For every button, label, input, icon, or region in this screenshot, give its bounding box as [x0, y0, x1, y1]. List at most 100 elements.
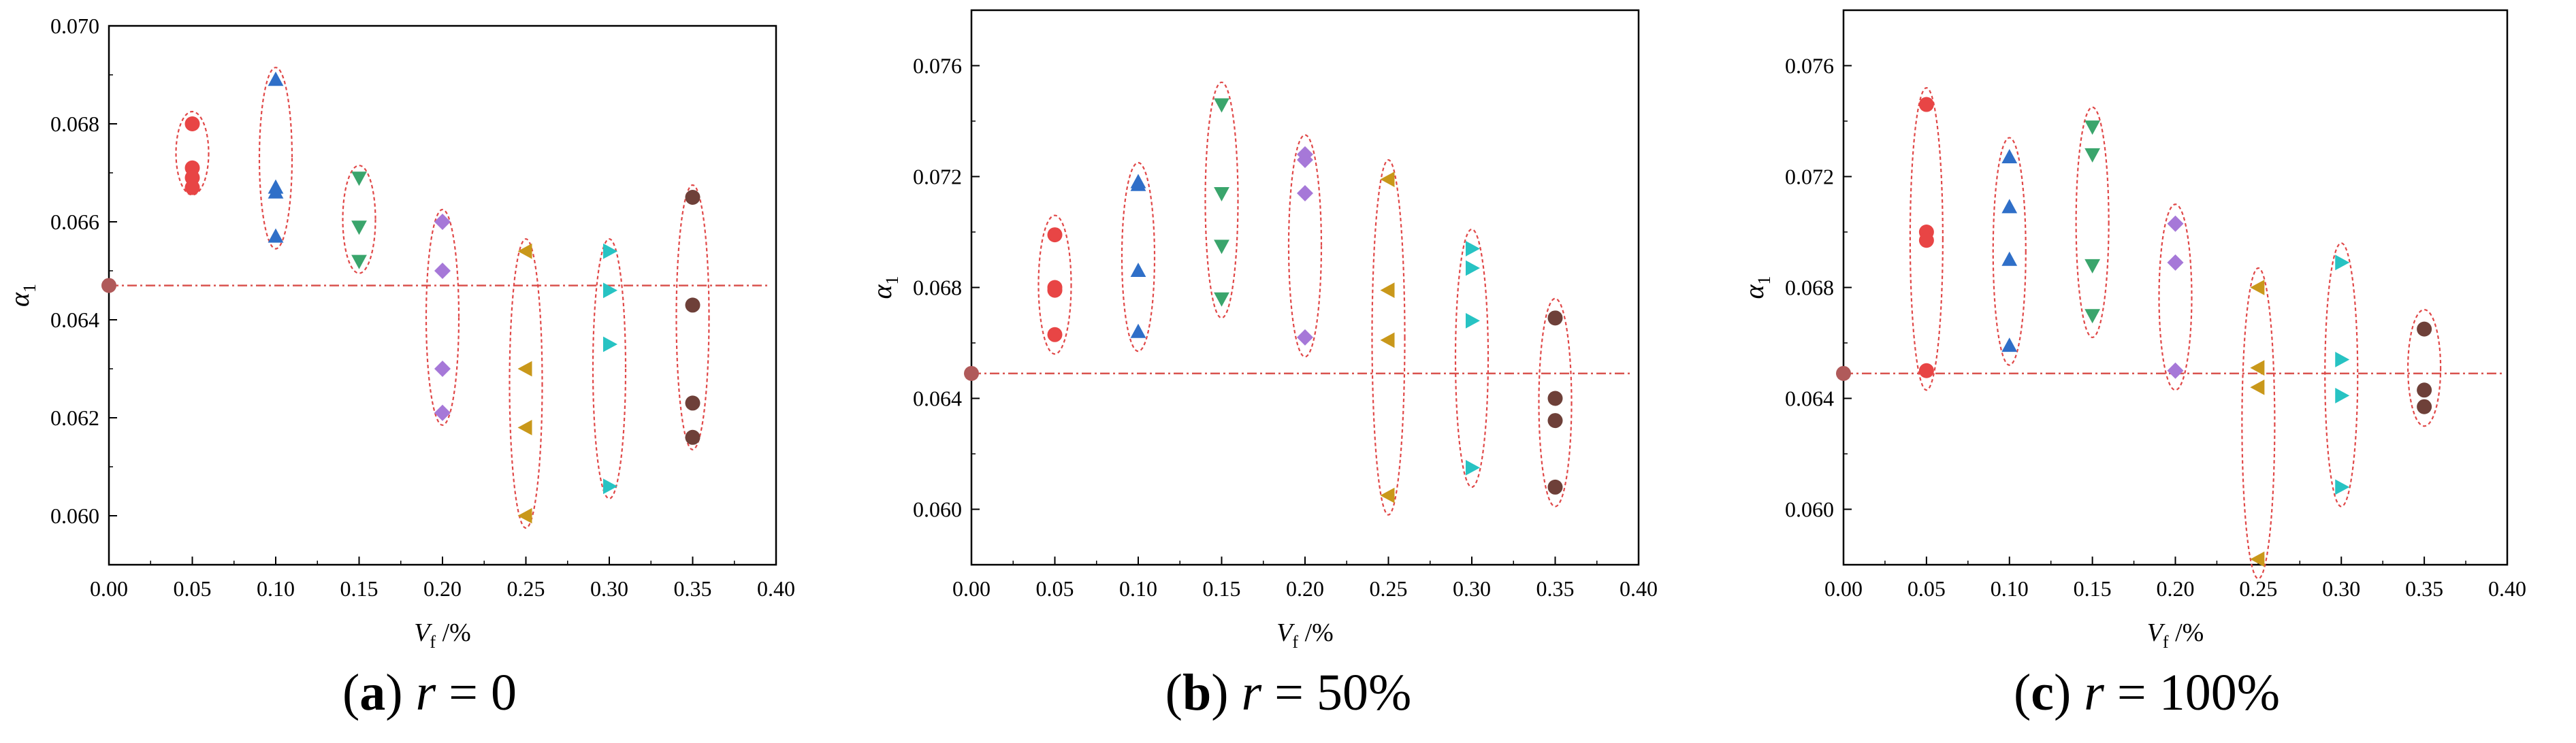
data-point	[434, 361, 451, 377]
data-point	[1297, 152, 1313, 169]
data-point	[434, 214, 451, 230]
data-point	[2167, 254, 2184, 271]
data-point	[603, 243, 617, 259]
data-point	[1214, 292, 1229, 307]
plot-frame	[108, 24, 777, 566]
group-ellipse	[2241, 267, 2276, 580]
x-tick-label: 0.10	[1119, 576, 1157, 601]
data-point	[2084, 259, 2101, 274]
y-tick-label: 0.072	[913, 165, 962, 189]
group-ellipse	[2075, 106, 2110, 338]
data-point	[2001, 251, 2018, 266]
data-point	[2417, 321, 2432, 337]
data-point	[2417, 399, 2432, 414]
data-point	[2001, 199, 2018, 214]
caption-c-label: c	[2031, 664, 2054, 721]
data-point	[2167, 362, 2184, 379]
group-ellipse	[675, 184, 710, 450]
data-point	[2335, 352, 2350, 367]
data-point	[603, 336, 617, 352]
x-tick-label: 0.25	[507, 576, 545, 601]
group-ellipse	[1037, 214, 1072, 355]
y-axis-label-sub: 1	[1754, 276, 1774, 285]
data-point	[603, 478, 617, 495]
data-point	[1466, 313, 1480, 329]
data-point	[184, 116, 200, 131]
x-tick-label: 0.30	[2322, 576, 2360, 601]
data-point	[2250, 551, 2265, 567]
y-tick-label: 0.066	[50, 210, 99, 234]
x-axis-label-main: V	[1276, 618, 1295, 647]
data-point	[1214, 98, 1229, 113]
group-ellipse	[175, 110, 210, 196]
group-ellipse	[1204, 81, 1239, 319]
data-point	[1297, 184, 1313, 201]
data-point	[1547, 479, 1563, 495]
x-tick-label: 0.20	[2157, 576, 2195, 601]
data-point	[685, 190, 701, 205]
x-axis-label: Vf /%	[2147, 618, 2204, 652]
data-point	[1214, 186, 1229, 201]
x-axis-label-unit: /%	[1298, 618, 1334, 647]
data-point	[268, 228, 284, 243]
data-point	[517, 420, 532, 435]
y-tick-label: 0.076	[1785, 54, 1834, 78]
data-point	[2084, 309, 2101, 324]
data-point	[2335, 479, 2350, 495]
y-axis-label-main: α	[1739, 284, 1769, 299]
data-point	[351, 171, 367, 186]
x-tick-label: 0.00	[1824, 576, 1863, 601]
x-tick-label: 0.10	[257, 576, 295, 601]
chart-panel-c: 0.00 0.05 0.10 0.15 0.20 0.25 0.30 0.35 0.40 0.06…	[1718, 0, 2576, 743]
data-point	[517, 361, 532, 377]
data-point	[1380, 282, 1395, 298]
data-point	[1130, 323, 1146, 338]
data-point	[2250, 379, 2265, 395]
data-point	[2417, 382, 2432, 398]
y-axis-label: α1	[4, 284, 39, 307]
x-tick-label: 0.35	[1536, 576, 1575, 601]
data-point	[1466, 459, 1480, 476]
data-point	[268, 184, 284, 199]
y-tick-label: 0.064	[50, 308, 99, 332]
x-tick-label: 0.05	[174, 576, 212, 601]
x-tick-label: 0.10	[1991, 576, 2029, 601]
x-tick-label: 0.05	[1036, 576, 1074, 601]
x-axis-label: Vf /%	[1276, 618, 1334, 652]
data-point	[1214, 240, 1229, 254]
data-point	[1918, 233, 1934, 248]
y-axis-label-main: α	[4, 292, 35, 307]
x-tick-label: 0.15	[340, 576, 379, 601]
data-point	[434, 404, 451, 421]
group-ellipse	[2407, 308, 2442, 427]
x-tick-label: 0.40	[757, 576, 795, 601]
data-point	[1047, 282, 1063, 298]
x-axis-label-unit: /%	[2169, 618, 2204, 647]
data-point	[1918, 363, 1934, 378]
y-tick-label: 0.064	[913, 386, 962, 411]
y-tick-label: 0.068	[913, 276, 962, 300]
data-point	[1466, 260, 1480, 276]
x-axis-label-sub: f	[430, 632, 436, 652]
data-point	[2250, 280, 2265, 295]
x-tick-label: 0.25	[1370, 576, 1408, 601]
group-ellipse	[2158, 203, 2193, 391]
data-point	[1130, 176, 1146, 191]
data-point	[1466, 241, 1480, 257]
data-point	[685, 297, 701, 313]
data-point	[1297, 329, 1313, 346]
data-point	[517, 508, 532, 524]
group-ellipse	[1454, 228, 1490, 488]
x-tick-label: 0.40	[1620, 576, 1658, 601]
data-point	[2084, 148, 2101, 163]
data-point	[2084, 120, 2101, 135]
data-point	[184, 180, 200, 195]
y-tick-label: 0.072	[1785, 165, 1834, 189]
data-point	[964, 365, 979, 381]
plot-frame	[1842, 9, 2509, 566]
data-point	[2335, 388, 2350, 403]
caption-a: (a) r = 0	[342, 664, 517, 721]
x-tick-label: 0.00	[952, 576, 991, 601]
y-axis-label: α1	[1739, 276, 1774, 299]
data-point	[2001, 337, 2018, 352]
